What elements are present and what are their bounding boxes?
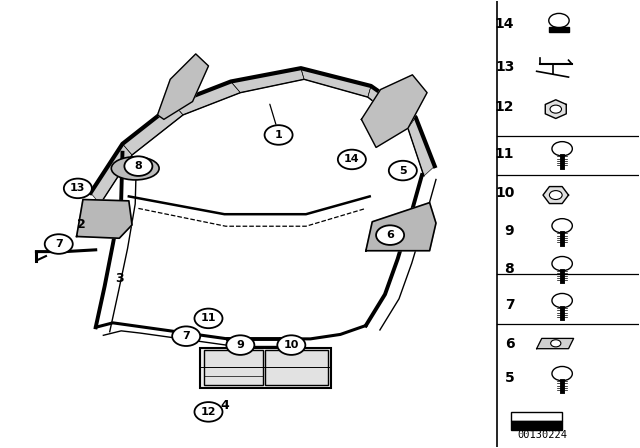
Text: 7: 7 (182, 331, 190, 341)
Polygon shape (157, 54, 209, 119)
Text: 12: 12 (201, 407, 216, 417)
Polygon shape (301, 68, 371, 97)
Circle shape (195, 402, 223, 422)
Text: 6: 6 (386, 230, 394, 240)
Polygon shape (368, 86, 415, 128)
Text: 8: 8 (134, 161, 142, 171)
Circle shape (172, 327, 200, 346)
Text: 6: 6 (505, 337, 515, 351)
Polygon shape (122, 104, 183, 155)
Text: 13: 13 (495, 60, 515, 74)
FancyBboxPatch shape (200, 348, 331, 388)
Text: 14: 14 (344, 155, 360, 164)
Text: 3: 3 (115, 272, 124, 285)
Circle shape (550, 340, 561, 347)
Polygon shape (537, 338, 573, 349)
Text: 10: 10 (495, 186, 515, 200)
Circle shape (64, 179, 92, 198)
Text: 5: 5 (504, 371, 515, 385)
FancyBboxPatch shape (265, 350, 328, 385)
Text: 12: 12 (495, 100, 515, 114)
Text: 2: 2 (77, 217, 85, 231)
Polygon shape (91, 144, 132, 204)
FancyBboxPatch shape (511, 421, 562, 430)
Text: 7: 7 (55, 239, 63, 249)
Circle shape (338, 150, 366, 169)
Text: 8: 8 (504, 262, 515, 276)
Polygon shape (366, 202, 436, 251)
Text: 13: 13 (70, 183, 86, 194)
Text: 9: 9 (236, 340, 244, 350)
Circle shape (264, 125, 292, 145)
Text: 10: 10 (284, 340, 299, 350)
Circle shape (195, 309, 223, 328)
Text: 9: 9 (505, 224, 515, 238)
Polygon shape (408, 117, 435, 176)
Polygon shape (173, 82, 241, 115)
Circle shape (227, 335, 254, 355)
Text: 7: 7 (505, 298, 515, 312)
Circle shape (550, 105, 561, 113)
Polygon shape (543, 186, 568, 203)
Circle shape (389, 161, 417, 181)
Circle shape (549, 190, 562, 199)
Polygon shape (545, 100, 566, 118)
Circle shape (124, 156, 152, 176)
FancyBboxPatch shape (511, 412, 562, 421)
Text: 1: 1 (275, 130, 282, 140)
FancyBboxPatch shape (549, 27, 568, 32)
FancyBboxPatch shape (204, 350, 262, 385)
Ellipse shape (111, 157, 159, 180)
Circle shape (45, 234, 73, 254)
Polygon shape (362, 75, 427, 147)
Circle shape (277, 335, 305, 355)
Circle shape (376, 225, 404, 245)
Polygon shape (77, 199, 132, 238)
Text: 14: 14 (495, 17, 515, 30)
Polygon shape (231, 68, 304, 93)
Text: 11: 11 (201, 314, 216, 323)
Text: 5: 5 (399, 166, 406, 176)
Text: 4: 4 (220, 399, 228, 412)
Text: 11: 11 (495, 146, 515, 161)
Text: 00130224: 00130224 (517, 430, 567, 440)
